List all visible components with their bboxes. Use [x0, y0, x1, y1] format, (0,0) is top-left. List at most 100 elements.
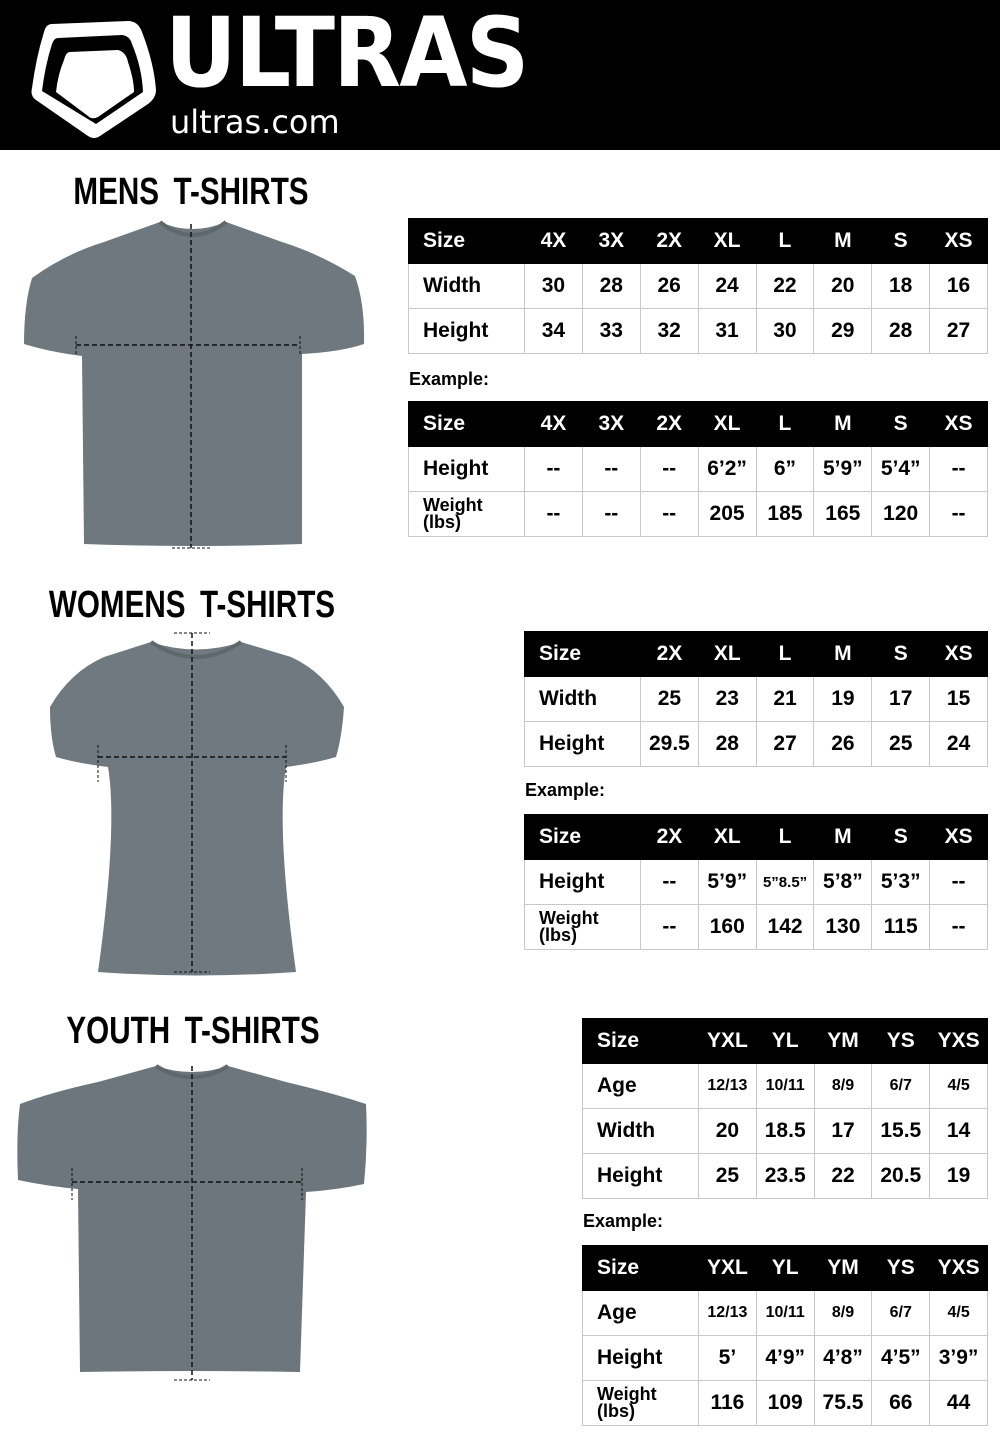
table-cell: 18.5 [755, 1108, 815, 1154]
table-cell: 32 [639, 308, 699, 354]
table-cell: 75.5 [813, 1380, 873, 1426]
table-cell: 30 [755, 308, 815, 354]
row-label: Height [582, 1153, 699, 1199]
row-label: Size [524, 631, 641, 677]
table-cell: 4’9” [755, 1335, 815, 1381]
size-header-cell: S [871, 631, 931, 677]
size-header-cell: 4X [524, 218, 583, 264]
size-header-cell: 2X [640, 631, 699, 677]
womens-example-table: Size 2X XL L M S XS Height -- 5’9” 5”8.5” 5’8” 5’3” -… [524, 814, 988, 950]
youth-example-label: Example: [583, 1211, 664, 1231]
size-header-cell: XS [929, 401, 988, 447]
table-cell: 205 [697, 491, 757, 537]
table-cell: -- [639, 491, 699, 537]
youth-measurement-table: Size YXL YL YM YS YXS Age 12/13 10/11 8/9 6/7 4/5 Wi… [582, 1018, 988, 1199]
table-header-row: Size 4X 3X 2X XL L M S XS [408, 218, 988, 264]
table-cell: 165 [813, 491, 873, 537]
table-cell: 4’5” [871, 1335, 931, 1381]
size-header-cell: YS [871, 1018, 931, 1064]
table-row: Weight (lbs) -- -- -- 205 185 165 120 -- [408, 491, 988, 537]
table-cell: -- [929, 904, 988, 950]
womens-example-label: Example: [525, 780, 606, 800]
table-cell: 5’4” [871, 446, 931, 492]
size-header-cell: YL [755, 1245, 815, 1291]
size-header-cell: L [755, 814, 815, 860]
table-cell: 24 [929, 721, 988, 767]
shield-logo-icon [31, 21, 156, 138]
table-cell: 28 [581, 263, 641, 309]
table-row: Height -- -- -- 6’2” 6” 5’9” 5’4” -- [408, 446, 988, 492]
size-header-cell: YXL [698, 1245, 757, 1291]
table-row: Height 25 23.5 22 20.5 19 [582, 1153, 988, 1199]
table-cell: 20 [813, 263, 873, 309]
table-cell: 18 [871, 263, 931, 309]
table-cell: 17 [813, 1108, 873, 1154]
table-cell: 20 [698, 1108, 757, 1154]
table-cell: 5’3” [871, 859, 931, 905]
table-cell: -- [929, 446, 988, 492]
header-banner: ULTRAS ultras.com [0, 0, 1000, 150]
table-cell: 8/9 [813, 1063, 873, 1109]
size-header-cell: L [755, 218, 815, 264]
table-cell: 5’8” [813, 859, 873, 905]
table-cell: 27 [755, 721, 815, 767]
table-cell: 6/7 [871, 1290, 931, 1336]
size-header-cell: M [813, 401, 873, 447]
size-header-cell: XL [697, 631, 757, 677]
table-cell: -- [581, 446, 641, 492]
table-cell: 16 [929, 263, 988, 309]
mens-section-title: MENS T-SHIRTS [73, 171, 309, 213]
size-header-cell: M [813, 218, 873, 264]
table-cell: 185 [755, 491, 815, 537]
size-header-cell: M [813, 631, 873, 677]
table-row: Height -- 5’9” 5”8.5” 5’8” 5’3” -- [524, 859, 988, 905]
table-row: Age 12/13 10/11 8/9 6/7 4/5 [582, 1290, 988, 1336]
table-row: Weight (lbs) -- 160 142 130 115 -- [524, 904, 988, 950]
table-cell: -- [929, 491, 988, 537]
size-header-cell: 2X [639, 401, 699, 447]
row-label: Size [582, 1018, 699, 1064]
size-header-cell: 2X [639, 218, 699, 264]
table-cell: 5’9” [813, 446, 873, 492]
size-header-cell: XS [929, 814, 988, 860]
site-url: ultras.com [170, 103, 340, 141]
row-label: Weight (lbs) [408, 491, 525, 537]
table-row: Height 5’ 4’9” 4’8” 4’5” 3’9” [582, 1335, 988, 1381]
size-header-cell: XS [929, 218, 988, 264]
table-row: Width 30 28 26 24 22 20 18 16 [408, 263, 988, 309]
size-header-cell: S [871, 814, 931, 860]
size-header-cell: 2X [640, 814, 699, 860]
table-cell: -- [639, 446, 699, 492]
table-cell: 130 [813, 904, 873, 950]
size-header-cell: 4X [524, 401, 583, 447]
table-row: Width 25 23 21 19 17 15 [524, 676, 988, 722]
mens-tshirt-image [24, 220, 365, 549]
row-label: Height [524, 721, 641, 767]
mens-example-table: Size 4X 3X 2X XL L M S XS Height -- -- -- 6’2” 6” 5’9” 5… [408, 401, 988, 537]
row-label: Age [582, 1063, 699, 1109]
table-header-row: Size YXL YL YM YS YXS [582, 1245, 988, 1291]
table-cell: -- [929, 859, 988, 905]
size-header-cell: 3X [581, 218, 641, 264]
mens-example-label: Example: [409, 369, 490, 389]
table-cell: 4/5 [929, 1290, 988, 1336]
table-header-row: Size 2X XL L M S XS [524, 814, 988, 860]
row-label: Width [408, 263, 525, 309]
row-label: Weight (lbs) [582, 1380, 699, 1426]
table-cell: 19 [813, 676, 873, 722]
size-header-cell: YXS [929, 1018, 988, 1064]
row-label: Size [408, 218, 525, 264]
table-cell: 27 [929, 308, 988, 354]
table-cell: 20.5 [871, 1153, 931, 1199]
size-header-cell: 3X [581, 401, 641, 447]
size-header-cell: YM [813, 1018, 873, 1064]
youth-tshirt-image [17, 1064, 367, 1381]
table-cell: 24 [697, 263, 757, 309]
table-cell: 44 [929, 1380, 988, 1426]
youth-section-title: YOUTH T-SHIRTS [66, 1010, 320, 1052]
row-label: Size [408, 401, 525, 447]
table-cell: 109 [755, 1380, 815, 1426]
size-header-cell: XL [697, 814, 757, 860]
table-row: Weight (lbs) 116 109 75.5 66 44 [582, 1380, 988, 1426]
table-cell: 22 [755, 263, 815, 309]
